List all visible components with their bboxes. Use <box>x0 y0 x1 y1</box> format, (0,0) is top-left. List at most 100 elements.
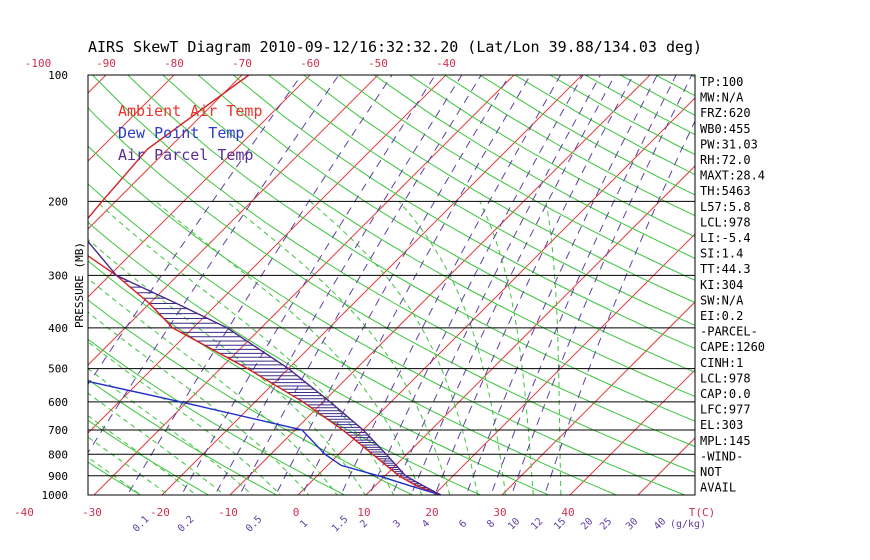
pressure-tick-label: 900 <box>48 470 68 483</box>
index-label: TT:44.3 <box>700 262 751 276</box>
mixing-ratio-line <box>180 75 436 495</box>
index-label: SW:N/A <box>700 293 744 307</box>
dry-adiabat-line <box>88 461 142 495</box>
dry-adiabat-line <box>127 75 695 422</box>
dry-adiabat-line <box>197 75 695 373</box>
dry-adiabat-line <box>232 75 695 350</box>
mixing-ratio-tick-label: 12 <box>529 516 545 532</box>
dry-adiabat-line <box>88 260 482 495</box>
pressure-tick-label: 300 <box>48 269 68 282</box>
mixing-ratio-tick-label: 20 <box>579 516 595 532</box>
plot-frame <box>87 74 696 496</box>
index-label: PW:31.03 <box>700 137 758 151</box>
moist-adiabat-line <box>88 341 282 495</box>
mixing-ratio-line <box>275 75 511 495</box>
pressure-tick-label: 400 <box>48 322 68 335</box>
dry-adiabat-line <box>92 75 695 448</box>
series-line <box>88 240 442 495</box>
index-label: LCL:978 <box>700 371 751 385</box>
mixing-ratio-tick-label: 30 <box>624 516 640 532</box>
mixing-ratio-tick-label: 10 <box>506 516 522 532</box>
index-label: CINH:1 <box>700 356 743 370</box>
isotherm-line <box>88 75 243 230</box>
index-label: TH:5463 <box>700 184 751 198</box>
index-label: EL:303 <box>700 418 743 432</box>
isotherm-line <box>88 75 447 434</box>
bottom-temp-tick-label: 30 <box>493 506 506 519</box>
bottom-temp-tick-label: 10 <box>357 506 370 519</box>
dry-adiabat-line <box>832 75 870 504</box>
mixing-ratio-line <box>340 75 562 495</box>
dry-adiabat-line <box>0 75 18 504</box>
index-label: MPL:145 <box>700 434 751 448</box>
mixing-ratio-tick-label: 2 <box>358 518 370 530</box>
dry-adiabat-line <box>479 75 695 196</box>
index-label: CAPE:1260 <box>700 340 765 354</box>
index-label: -WIND- <box>700 449 743 463</box>
mixing-ratio-line <box>214 75 463 495</box>
moist-adiabat-line <box>226 201 451 495</box>
dry-adiabat-line <box>88 107 695 474</box>
top-temp-tick-label: -60 <box>300 57 320 70</box>
axis-ticks: 1002003004005006007008009001000-120-110-… <box>14 57 716 535</box>
moist-adiabat-line <box>398 201 507 495</box>
dry-adiabat-line <box>761 75 870 504</box>
index-label: LCL:978 <box>700 215 751 229</box>
mixing-ratio-lines <box>88 75 695 495</box>
series-line <box>88 75 442 495</box>
isotherm-line <box>88 75 175 162</box>
pressure-tick-label: 1000 <box>42 489 69 502</box>
bottom-temp-tick-label: -40 <box>14 506 34 519</box>
mixing-ratio-tick-label: 1 <box>298 518 310 530</box>
top-temp-tick-label: -100 <box>25 57 52 70</box>
mixing-ratio-line <box>88 75 340 454</box>
mixing-ratio-tick-label: 40 <box>652 516 668 532</box>
temp-unit-label: T(C) <box>689 506 716 519</box>
moist-adiabat-line <box>88 368 254 495</box>
moist-adiabat-line <box>479 201 534 495</box>
series-line <box>88 380 442 495</box>
dry-adiabat-line <box>444 75 695 217</box>
mixing-ratio-tick-label: 0.5 <box>244 514 265 535</box>
mixing-ratio-tick-label: 0.1 <box>131 514 152 535</box>
index-label: L57:5.8 <box>700 200 751 214</box>
index-label: TP:100 <box>700 75 743 89</box>
y-axis-label: PRESSURE (MB) <box>73 242 86 328</box>
mixing-ratio-tick-label: 25 <box>598 516 614 532</box>
mixing-ratio-tick-label: 6 <box>457 518 469 530</box>
dry-adiabat-line <box>162 75 695 398</box>
moist-adiabat-line <box>545 201 562 495</box>
index-label: MW:N/A <box>700 91 744 105</box>
mixing-ratio-line <box>88 75 302 386</box>
top-temp-tick-label: -80 <box>164 57 184 70</box>
index-label: MAXT:28.4 <box>700 169 765 183</box>
dry-adiabat-line <box>88 183 618 495</box>
index-label: RH:72.0 <box>700 153 751 167</box>
index-label: -PARCEL- <box>700 325 758 339</box>
mixing-ratio-line <box>544 120 695 495</box>
moist-adiabat-line <box>88 415 198 495</box>
index-label: LI:-5.4 <box>700 231 751 245</box>
mixing-ratio-line <box>301 75 531 495</box>
dry-adiabat-line <box>88 378 278 495</box>
dry-adiabat-line <box>338 75 695 281</box>
cape-hatch <box>123 280 438 494</box>
mixing-ratio-line <box>239 75 482 495</box>
top-temp-tick-label: -40 <box>436 57 456 70</box>
isotherm-line <box>433 233 695 495</box>
isotherm-line <box>88 75 311 298</box>
bottom-temp-tick-label: -10 <box>218 506 238 519</box>
dry-adiabat-line <box>796 75 870 504</box>
isotherm-line <box>365 165 695 495</box>
index-label: AVAIL <box>700 481 736 495</box>
pressure-tick-label: 500 <box>48 363 68 376</box>
mixing-ratio-line <box>434 75 634 495</box>
dry-adiabat-line <box>88 419 210 495</box>
profile-series <box>88 75 442 495</box>
pressure-tick-label: 100 <box>48 69 68 82</box>
bottom-temp-tick-label: -30 <box>82 506 102 519</box>
pressure-tick-label: 600 <box>48 396 68 409</box>
mixing-ratio-line <box>410 75 616 495</box>
isotherm-line <box>229 75 651 495</box>
